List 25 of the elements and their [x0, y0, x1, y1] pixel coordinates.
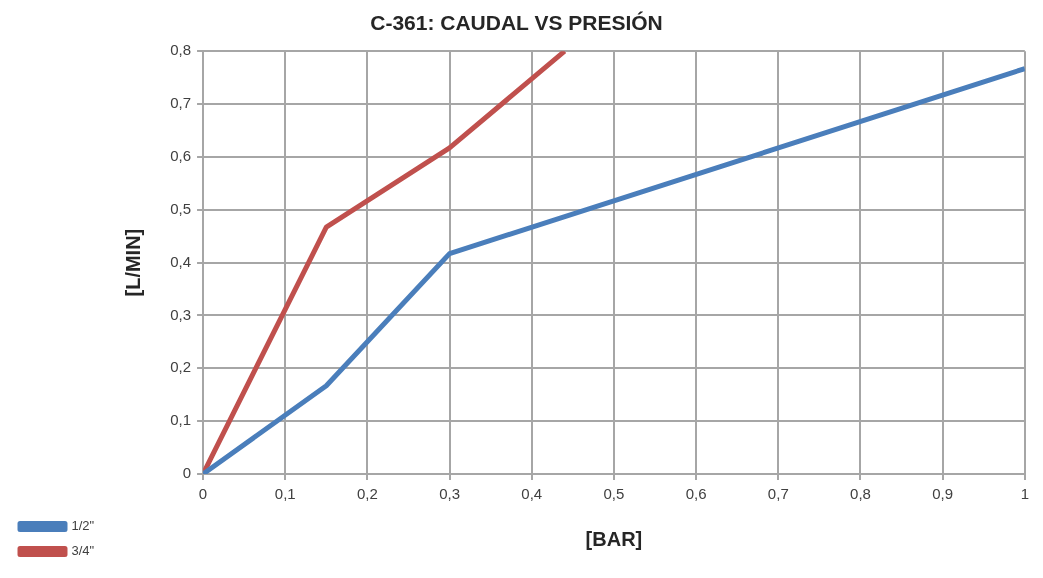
- y-tick-label: 0,6: [170, 147, 192, 165]
- x-tick-label: 0,9: [932, 485, 954, 503]
- y-tick-label: 0,4: [170, 252, 192, 270]
- y-tick-label: 0,8: [170, 41, 192, 59]
- x-tick-label: 1: [1020, 485, 1029, 503]
- y-axis-title: [L/MIN]: [121, 228, 144, 297]
- x-tick-label: 0,5: [603, 485, 625, 503]
- x-tick-label: 0,4: [521, 485, 543, 503]
- x-tick-label: 0,8: [850, 485, 871, 503]
- chart-title: C-361: CAUDAL VS PRESIÓN: [370, 11, 663, 35]
- y-tick-label: 0: [182, 464, 192, 482]
- x-tick-label: 0,7: [767, 485, 789, 503]
- x-axis-title: [BAR]: [585, 527, 643, 550]
- x-tick-label: 0,1: [274, 485, 296, 503]
- legend-label: 1/2": [71, 518, 95, 534]
- x-tick-label: 0,3: [439, 485, 461, 503]
- legend-label: 3/4": [71, 543, 95, 559]
- y-tick-label: 0,1: [170, 411, 192, 429]
- y-tick-label: 0,3: [170, 305, 192, 323]
- x-tick-label: 0: [198, 485, 208, 503]
- x-tick-label: 0,2: [356, 485, 378, 503]
- x-tick-label: 0,6: [685, 485, 707, 503]
- y-tick-label: 0,5: [170, 199, 192, 217]
- y-tick-label: 0,7: [170, 94, 192, 112]
- y-tick-label: 0,2: [170, 358, 192, 376]
